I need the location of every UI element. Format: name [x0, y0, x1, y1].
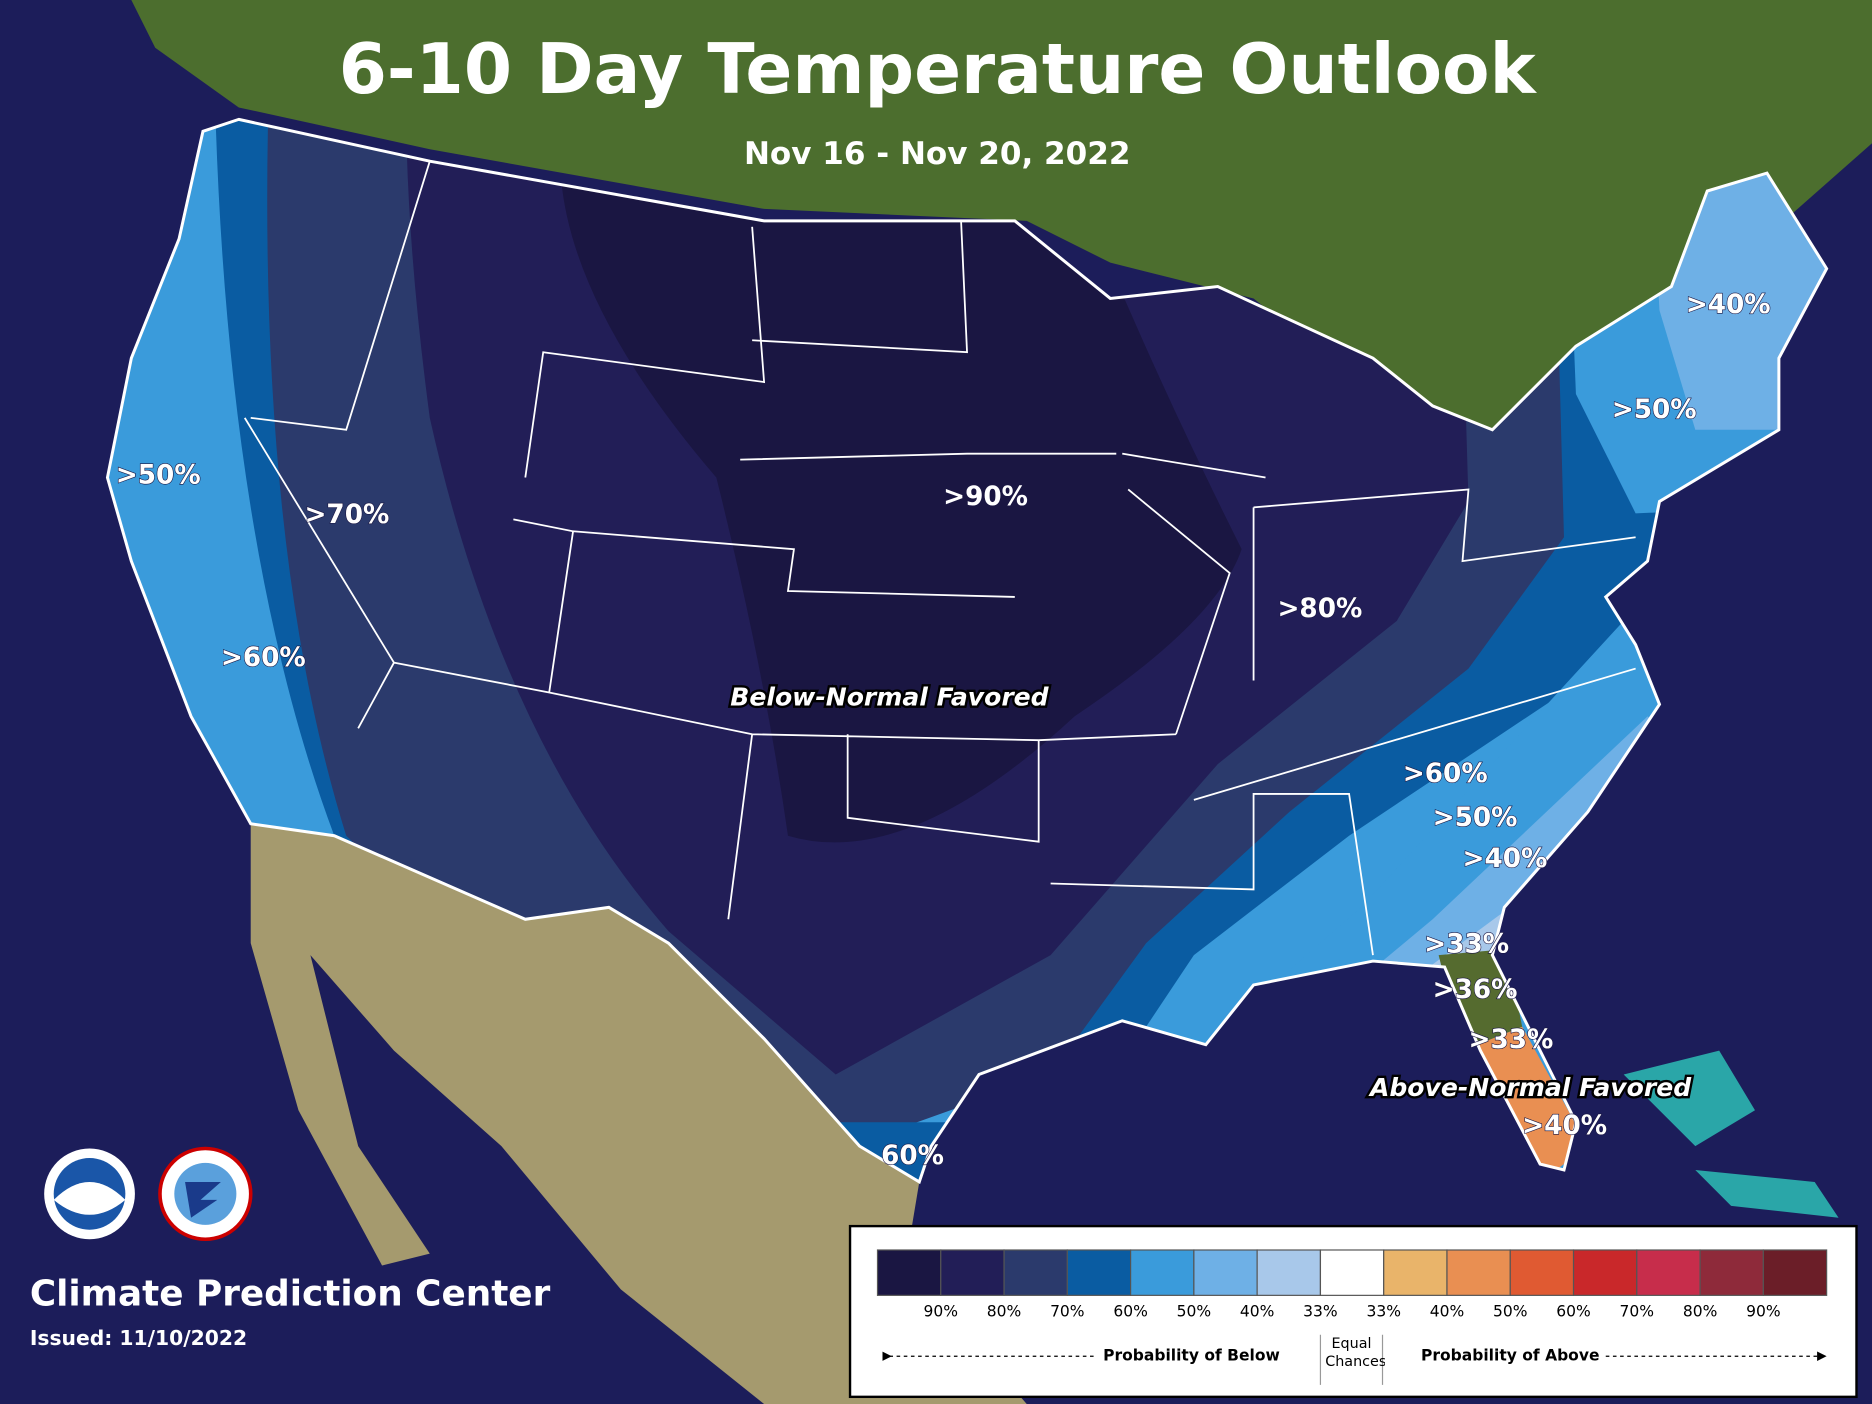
legend-tick-label: 90%	[924, 1303, 959, 1321]
region-label: >90%	[943, 482, 1028, 512]
region-label: >50%	[1612, 395, 1697, 425]
org-name: Climate Prediction Center	[30, 1273, 551, 1314]
favored-label: Above-Normal Favored	[1368, 1073, 1692, 1102]
favored-label: Below-Normal Favored	[730, 683, 1049, 712]
legend-caption: Probability of Below	[1103, 1347, 1280, 1365]
subtitle: Nov 16 - Nov 20, 2022	[744, 136, 1130, 172]
band-above	[1462, 1026, 1588, 1182]
legend-swatch	[1572, 1249, 1638, 1296]
band-90	[561, 179, 1242, 843]
title: 6-10 Day Temperature Outlook	[339, 30, 1538, 110]
legend-swatch	[1509, 1249, 1575, 1296]
region-label: >40%	[1463, 844, 1548, 874]
legend-tick-label: 80%	[987, 1303, 1022, 1321]
legend-swatch	[1193, 1249, 1258, 1296]
region-label: >50%	[1433, 803, 1518, 833]
region-label: >70%	[304, 500, 389, 530]
legend-swatch	[1066, 1249, 1132, 1296]
legend-swatch	[1256, 1249, 1322, 1296]
bahamas	[1623, 1050, 1839, 1218]
region-label: >36%	[1433, 975, 1518, 1005]
legend-swatch	[1383, 1249, 1448, 1296]
legend-tick-label: 50%	[1177, 1303, 1212, 1321]
region-label: >60%	[221, 643, 306, 673]
legend-swatch	[1003, 1249, 1068, 1296]
legend-tick-label: 60%	[1113, 1303, 1148, 1321]
legend-swatch	[1446, 1249, 1511, 1296]
legend-tick-label: 40%	[1240, 1303, 1275, 1321]
legend-tick-label: 80%	[1683, 1303, 1718, 1321]
canada	[131, 0, 1872, 478]
legend-swatch	[1699, 1249, 1764, 1296]
legend-swatch	[1319, 1249, 1385, 1296]
region-label: 60%	[881, 1141, 944, 1171]
nws-logo	[158, 1146, 253, 1242]
noaa-logo	[44, 1148, 135, 1240]
state-lines	[243, 160, 1636, 956]
legend-swatch	[1130, 1249, 1195, 1296]
band-se-50	[1265, 620, 1696, 991]
legend-tick-label: 70%	[1050, 1303, 1085, 1321]
legend-tick-label: 60%	[1556, 1303, 1591, 1321]
region-label: >33%	[1468, 1025, 1553, 1055]
region-label: >60%	[1403, 759, 1488, 789]
legend-swatch	[876, 1249, 942, 1296]
region-label: >40%	[1522, 1111, 1607, 1141]
equal-chances-box: Equal Chances	[1325, 1334, 1385, 1370]
legend-tick-label: 40%	[1430, 1303, 1465, 1321]
issued-date: Issued: 11/10/2022	[30, 1326, 247, 1350]
legend-tick-label: 70%	[1620, 1303, 1655, 1321]
mexico	[250, 823, 1027, 1404]
region-label: >40%	[1686, 290, 1771, 320]
legend-swatch	[1762, 1249, 1828, 1296]
legend-tick-label: 90%	[1746, 1303, 1781, 1321]
legend: Probability of Below Probability of Abov…	[848, 1224, 1858, 1399]
region-label: >80%	[1277, 594, 1362, 624]
legend-caption: Probability of Above	[1421, 1347, 1599, 1365]
equal-caption: Equal Chances	[1325, 1334, 1385, 1370]
legend-swatch	[940, 1249, 1005, 1296]
legend-tick-label: 50%	[1493, 1303, 1528, 1321]
legend-tick-label: 33%	[1366, 1303, 1401, 1321]
legend-tick-label: 33%	[1303, 1303, 1338, 1321]
region-label: >33%	[1424, 930, 1509, 960]
region-label: >50%	[116, 461, 201, 491]
legend-swatch	[1636, 1249, 1701, 1296]
